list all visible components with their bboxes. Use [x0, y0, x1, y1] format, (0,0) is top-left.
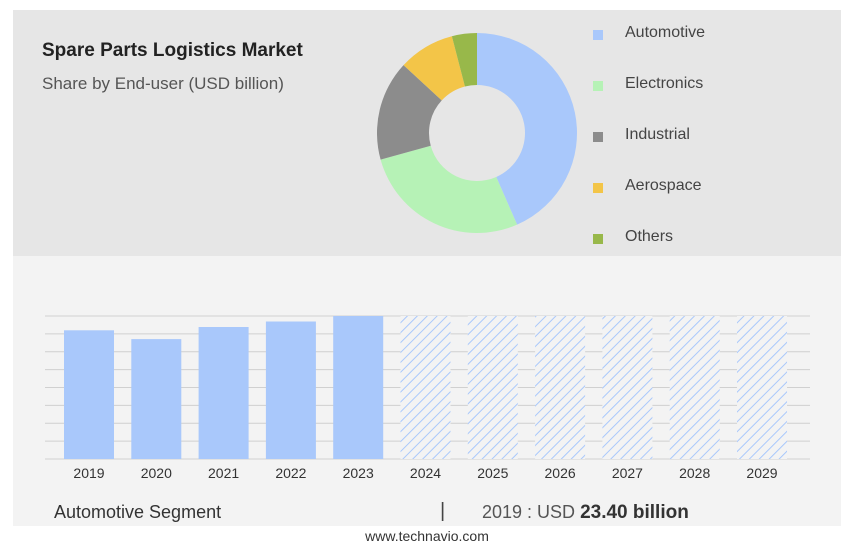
legend-swatch — [593, 132, 603, 142]
segment-stat-value: 23.40 billion — [580, 502, 689, 523]
segment-stat: 2019 : USD 23.40 billion — [482, 502, 689, 524]
donut-slice-electronics — [380, 145, 518, 233]
page-subtitle: Share by End-user (USD billion) — [42, 74, 284, 93]
forecast-bar-2026 — [535, 316, 586, 459]
bar-2021 — [198, 327, 249, 459]
legend-swatch — [593, 234, 603, 244]
segment-stat-prefix: 2019 : USD — [482, 502, 581, 522]
footer-separator: | — [440, 500, 446, 522]
donut-slice-industrial — [377, 65, 442, 160]
x-tick-label: 2021 — [208, 465, 239, 481]
legend-swatch — [593, 81, 603, 91]
donut-slice-others — [451, 33, 477, 87]
legend-label: Aerospace — [625, 177, 702, 194]
bar-2023 — [333, 316, 384, 459]
x-tick-label: 2023 — [343, 465, 374, 481]
legend-label: Automotive — [625, 24, 706, 41]
bar-2019 — [64, 330, 114, 459]
bar-2022 — [265, 321, 316, 459]
page-title: Spare Parts Logistics Market — [42, 40, 303, 61]
x-tick-label: 2028 — [679, 465, 710, 481]
x-tick-label: 2020 — [141, 465, 172, 481]
forecast-bar-2028 — [669, 316, 720, 459]
donut-slice-automotive — [477, 33, 578, 225]
segment-label: Automotive Segment — [54, 502, 222, 522]
bar-2020 — [131, 339, 182, 459]
site-url[interactable]: www.technavio.com — [365, 528, 489, 544]
forecast-bar-2027 — [602, 316, 653, 459]
legend-swatch — [593, 183, 603, 193]
x-tick-label: 2027 — [612, 465, 643, 481]
forecast-bar-2029 — [737, 316, 787, 459]
x-tick-label: 2025 — [477, 465, 508, 481]
forecast-bar-2025 — [467, 316, 518, 459]
x-tick-label: 2026 — [545, 465, 576, 481]
legend-label: Electronics — [625, 75, 704, 92]
x-tick-label: 2019 — [73, 465, 104, 481]
legend-label: Others — [625, 228, 674, 245]
forecast-bar-2024 — [400, 316, 451, 459]
x-tick-label: 2022 — [275, 465, 306, 481]
donut-chart — [377, 33, 578, 233]
legend-swatch — [593, 30, 603, 40]
donut-slice-aerospace — [403, 36, 465, 101]
x-tick-label: 2024 — [410, 465, 441, 481]
legend-label: Industrial — [625, 126, 690, 143]
x-tick-label: 2029 — [746, 465, 777, 481]
